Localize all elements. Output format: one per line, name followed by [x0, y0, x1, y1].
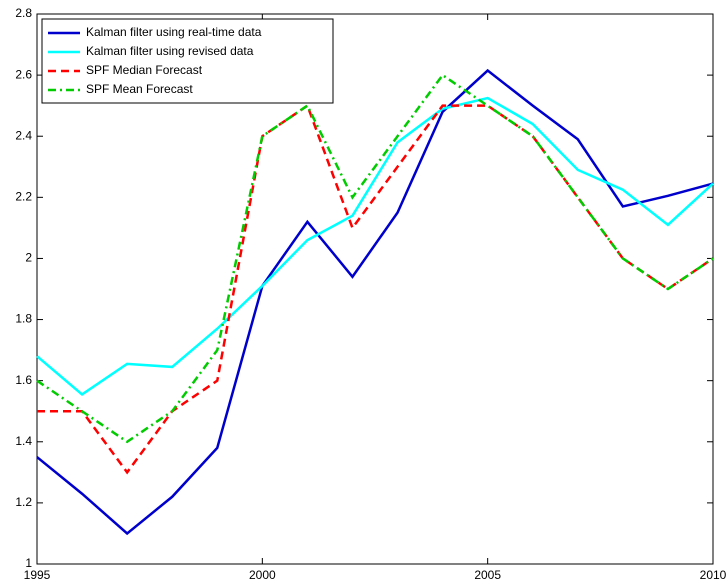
y-tick-label: 2.6	[15, 67, 32, 81]
y-tick-label: 2	[25, 251, 32, 265]
plot-area	[36, 13, 714, 565]
x-tick-label: 1995	[24, 568, 51, 582]
x-tick-label: 2005	[474, 568, 501, 582]
legend-box	[41, 18, 334, 104]
y-tick-label: 1.4	[15, 434, 32, 448]
series-line	[36, 68, 714, 536]
y-tick-label: 2.2	[15, 190, 32, 204]
legend-label: Kalman filter using real-time data	[86, 25, 262, 39]
series-line	[36, 96, 714, 396]
y-tick-label: 1	[25, 556, 32, 570]
y-tick-label: 2.8	[15, 6, 32, 20]
y-tick-label: 1.2	[15, 495, 32, 509]
legend-label: SPF Median Forecast	[86, 63, 203, 77]
x-tick-label: 2000	[249, 568, 276, 582]
legend-label: SPF Mean Forecast	[86, 82, 193, 96]
y-tick-label: 2.4	[15, 128, 32, 142]
series-line	[37, 103, 714, 475]
legend-label: Kalman filter using revised data	[86, 44, 254, 58]
series-line	[36, 73, 714, 444]
x-tick-label: 2010	[700, 568, 727, 582]
y-tick-label: 1.6	[15, 373, 32, 387]
y-tick-label: 1.8	[15, 312, 32, 326]
